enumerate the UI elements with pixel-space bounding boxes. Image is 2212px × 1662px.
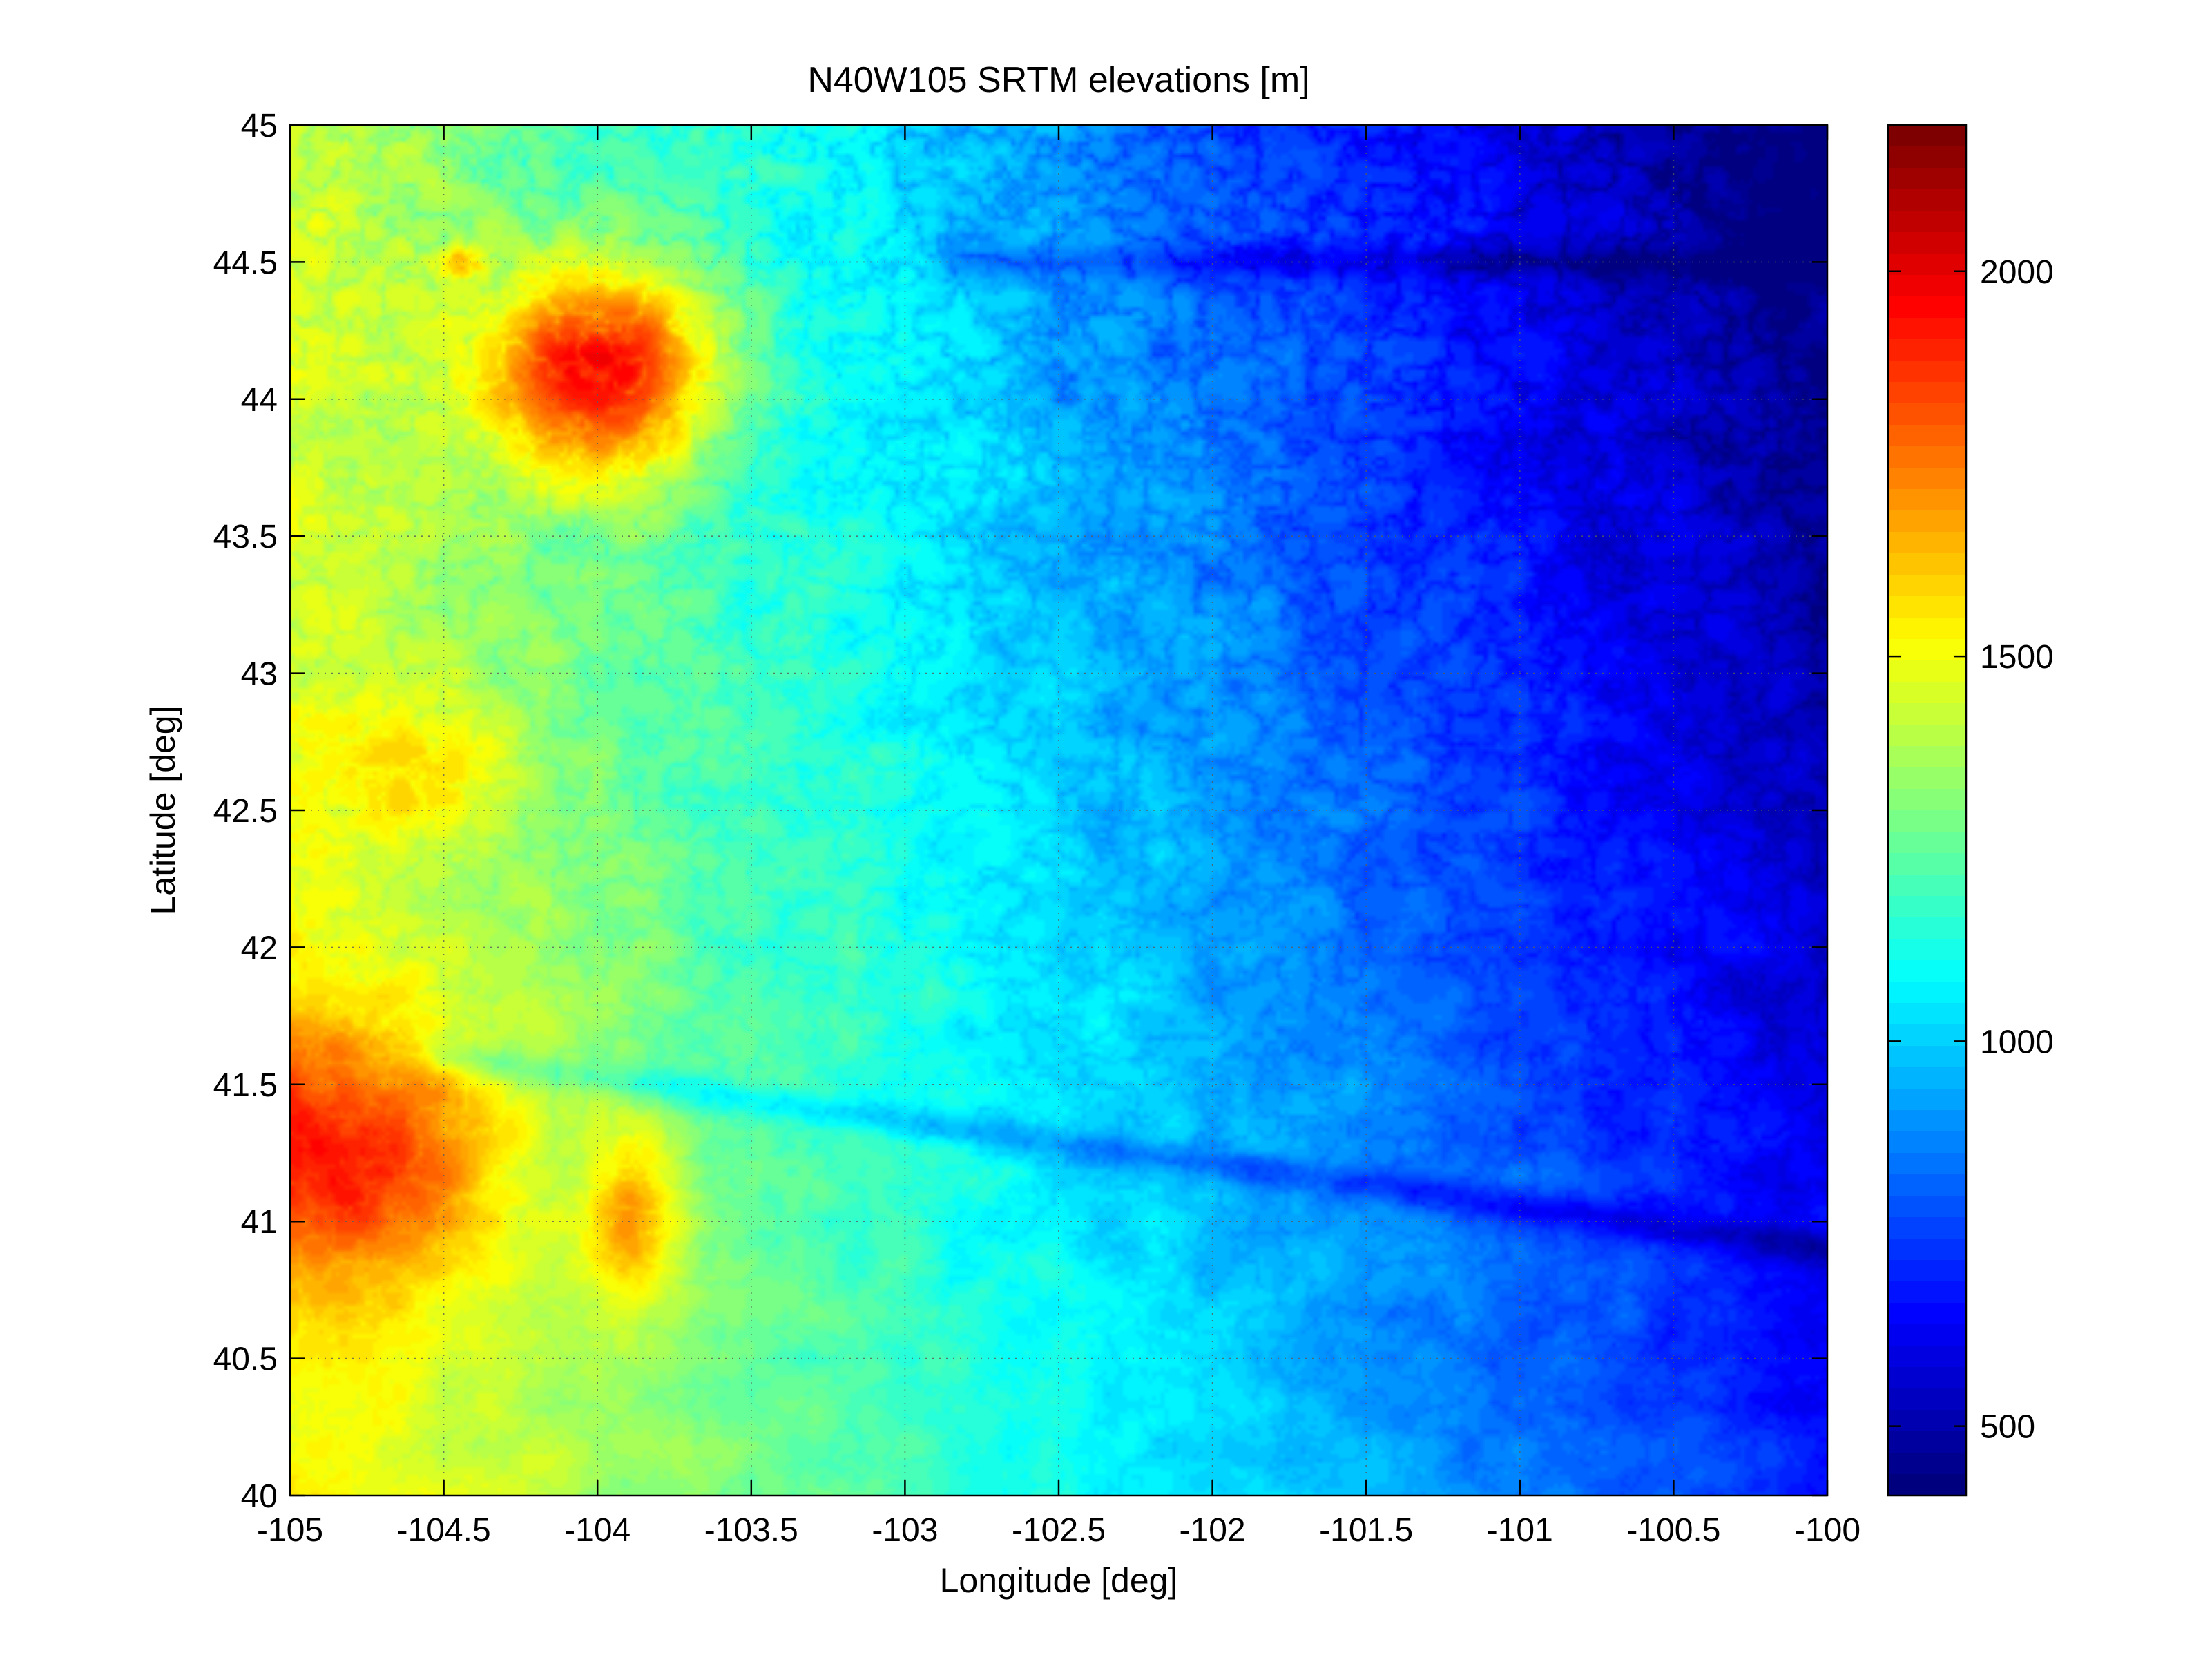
y-tick-label: 42.5 (213, 793, 278, 830)
y-tick-label: 40.5 (213, 1341, 278, 1378)
x-tick-label: -104.5 (397, 1512, 491, 1549)
x-tick-label: -100 (1794, 1512, 1860, 1549)
colorbar-tick-label: 500 (1980, 1409, 2035, 1446)
y-tick-label: 43.5 (213, 519, 278, 555)
colorbar-gradient (1888, 125, 1966, 1496)
x-tick-label: -102 (1180, 1512, 1246, 1549)
y-tick-label: 41 (241, 1204, 278, 1241)
x-axis-label: Longitude [deg] (940, 1561, 1178, 1600)
y-tick-label: 41.5 (213, 1067, 278, 1104)
y-tick-label: 40 (241, 1478, 278, 1515)
colorbar-tick-label: 2000 (1980, 254, 2054, 291)
x-tick-label: -101 (1487, 1512, 1553, 1549)
colorbar-ticks: 500 1000 1500 2000 (1888, 254, 2054, 1446)
y-axis-ticks: 40 40.5 41 41.5 42 42.5 43 43.5 44 44.5 45 (213, 108, 1827, 1515)
colorbar-tick-label: 1500 (1980, 639, 2054, 676)
y-tick-label: 42 (241, 930, 278, 966)
grid-lines (290, 125, 1827, 1496)
x-tick-label: -101.5 (1319, 1512, 1413, 1549)
x-tick-label: -105 (257, 1512, 323, 1549)
x-tick-label: -104 (564, 1512, 631, 1549)
y-tick-label: 43 (241, 656, 278, 693)
colorbar-tick-label: 1000 (1980, 1024, 2054, 1060)
x-axis-ticks: -105 -104.5 -104 -103.5 -103 -102.5 -102 -101.5… (257, 125, 1860, 1549)
x-tick-label: -103.5 (704, 1512, 798, 1549)
x-tick-label: -102.5 (1012, 1512, 1106, 1549)
colorbar-box (1887, 124, 1968, 1497)
x-tick-label: -103 (872, 1512, 938, 1549)
y-tick-label: 44 (241, 382, 278, 419)
y-tick-label: 45 (241, 108, 278, 144)
y-tick-label: 44.5 (213, 245, 278, 281)
chart-title: N40W105 SRTM elevations [m] (807, 60, 1309, 100)
y-axis-label: Latitude [deg] (144, 705, 182, 915)
x-tick-label: -100.5 (1626, 1512, 1720, 1549)
